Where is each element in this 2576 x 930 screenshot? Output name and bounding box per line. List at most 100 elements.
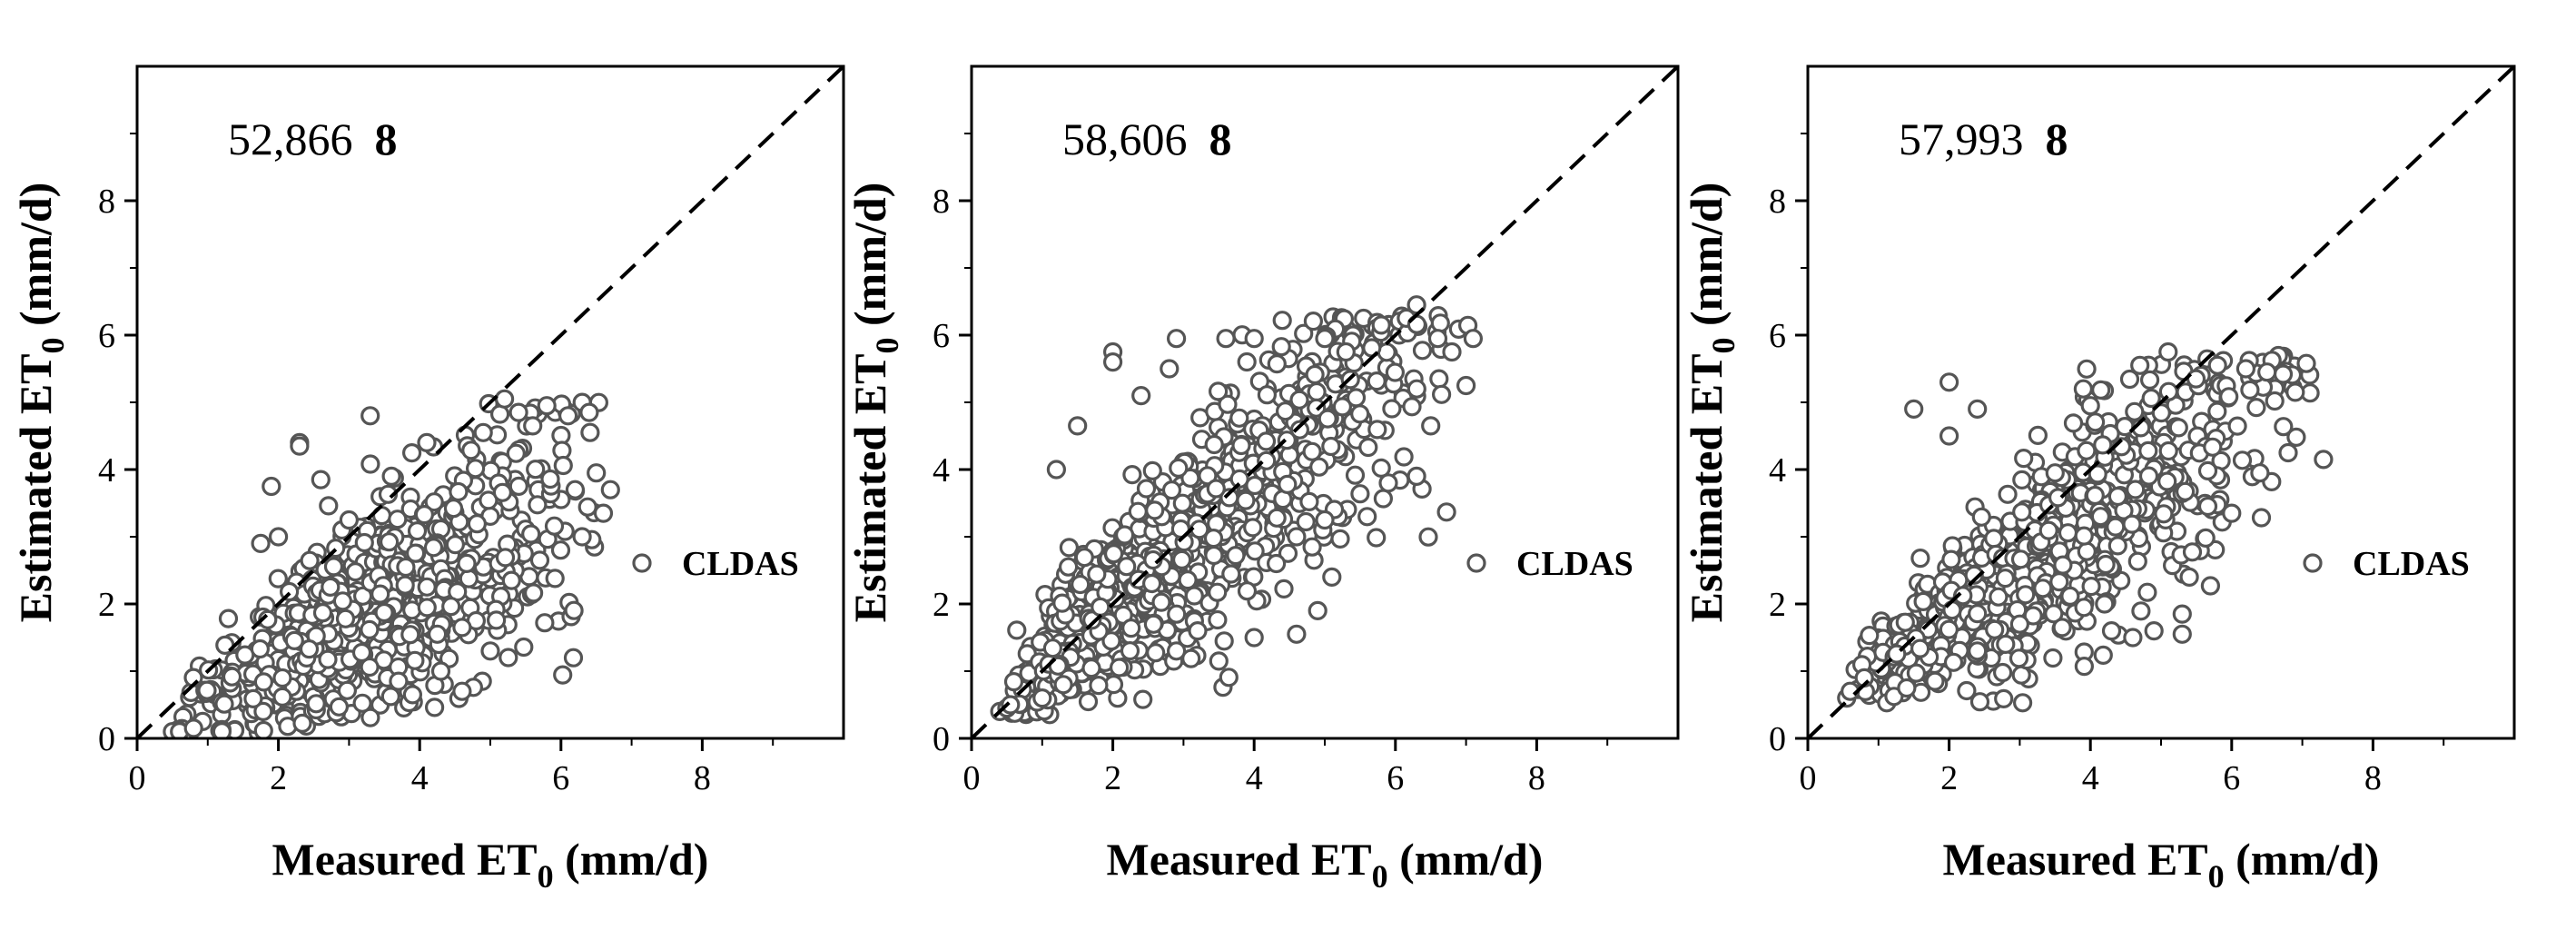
data-point	[2077, 359, 2097, 379]
x-tick-label: 8	[2364, 759, 2382, 797]
data-point	[253, 701, 273, 722]
x-tick-label: 6	[552, 759, 569, 797]
data-point	[2176, 481, 2196, 501]
data-point	[428, 624, 448, 644]
data-point	[1184, 586, 1204, 606]
data-point	[2274, 417, 2294, 437]
data-point	[1128, 501, 1148, 521]
data-point	[2235, 359, 2255, 379]
data-point	[1939, 426, 1959, 446]
data-point	[417, 577, 437, 597]
data-point	[1913, 591, 1933, 612]
data-point	[354, 532, 374, 553]
data-point	[1382, 399, 1402, 419]
data-point	[2077, 541, 2097, 561]
data-point	[1204, 545, 1224, 566]
y-tick-label: 4	[98, 451, 115, 490]
data-point	[2137, 582, 2157, 602]
data-point	[2073, 379, 2093, 399]
data-point	[1442, 341, 1462, 362]
data-point	[1371, 458, 1391, 479]
data-point	[1198, 466, 1218, 486]
data-point	[565, 480, 586, 500]
data-point	[1350, 484, 1370, 504]
data-point	[1941, 549, 1961, 569]
data-point	[2273, 364, 2294, 384]
data-point	[558, 406, 578, 426]
data-point	[535, 613, 555, 633]
data-point	[2265, 391, 2285, 411]
y-tick-label: 6	[1769, 317, 1786, 355]
one-to-one-line	[972, 66, 1678, 738]
data-point	[593, 503, 614, 523]
annotation-bold: 8	[375, 114, 398, 164]
data-point	[1925, 671, 1945, 691]
data-point	[1120, 640, 1140, 661]
data-point	[1167, 604, 1187, 624]
data-point	[544, 516, 565, 536]
data-point	[579, 402, 599, 422]
data-point	[1208, 381, 1229, 401]
data-points	[163, 389, 620, 738]
data-point	[2172, 604, 2192, 624]
data-point	[1216, 329, 1236, 349]
data-point	[1001, 695, 1021, 715]
data-point	[2130, 355, 2150, 375]
scatter-panel-right: 0 2 4 6 8 0 2 4 6 8 Measured ET0 (mm/d) Estimated E…	[1681, 64, 2516, 895]
data-point	[2014, 449, 2034, 469]
legend-marker	[632, 553, 652, 573]
data-point	[1133, 689, 1153, 709]
data-point	[2049, 571, 2069, 592]
data-point	[2151, 403, 2171, 423]
data-point	[406, 543, 426, 563]
data-point	[1267, 354, 1287, 374]
x-tick-label: 8	[1528, 759, 1545, 797]
data-point	[1171, 549, 1192, 570]
y-tick-label: 2	[98, 586, 115, 624]
data-point	[445, 534, 465, 555]
data-point	[1151, 592, 1171, 612]
data-point	[253, 672, 273, 692]
data-point	[339, 510, 359, 530]
data-point	[1303, 312, 1324, 331]
data-point	[2101, 620, 2122, 641]
x-tick-label: 4	[2082, 759, 2099, 797]
panel-annotation: 57,993 8	[1899, 114, 2068, 164]
data-point	[272, 668, 292, 688]
data-point	[253, 720, 273, 738]
data-point	[1256, 431, 1277, 451]
data-point	[243, 688, 263, 709]
data-points	[990, 295, 1484, 725]
x-tick-label: 0	[129, 759, 146, 797]
data-point	[388, 510, 408, 529]
data-point	[269, 527, 289, 547]
data-point	[2222, 503, 2242, 523]
data-point	[381, 466, 401, 487]
data-point	[262, 476, 281, 497]
data-point	[352, 693, 372, 713]
data-point	[506, 443, 526, 463]
data-point	[1436, 502, 1456, 522]
data-point	[2207, 401, 2227, 421]
data-point	[2028, 425, 2048, 445]
data-point	[402, 600, 422, 620]
data-point	[351, 642, 372, 663]
data-point	[1296, 511, 1316, 532]
data-point	[1209, 651, 1229, 671]
data-point	[1143, 614, 1164, 634]
data-point	[332, 591, 352, 611]
data-point	[2158, 341, 2178, 362]
data-point	[1219, 668, 1239, 688]
data-point	[430, 661, 451, 681]
data-point	[2203, 437, 2223, 457]
data-point	[218, 608, 239, 628]
data-point	[2093, 435, 2113, 455]
annotation-value: 52,866	[228, 114, 353, 164]
data-point	[1046, 460, 1067, 480]
data-point	[1996, 634, 2016, 655]
legend-marker	[1466, 553, 1486, 573]
data-point	[1042, 638, 1063, 658]
data-point	[1178, 569, 1198, 590]
data-point	[2045, 463, 2065, 483]
